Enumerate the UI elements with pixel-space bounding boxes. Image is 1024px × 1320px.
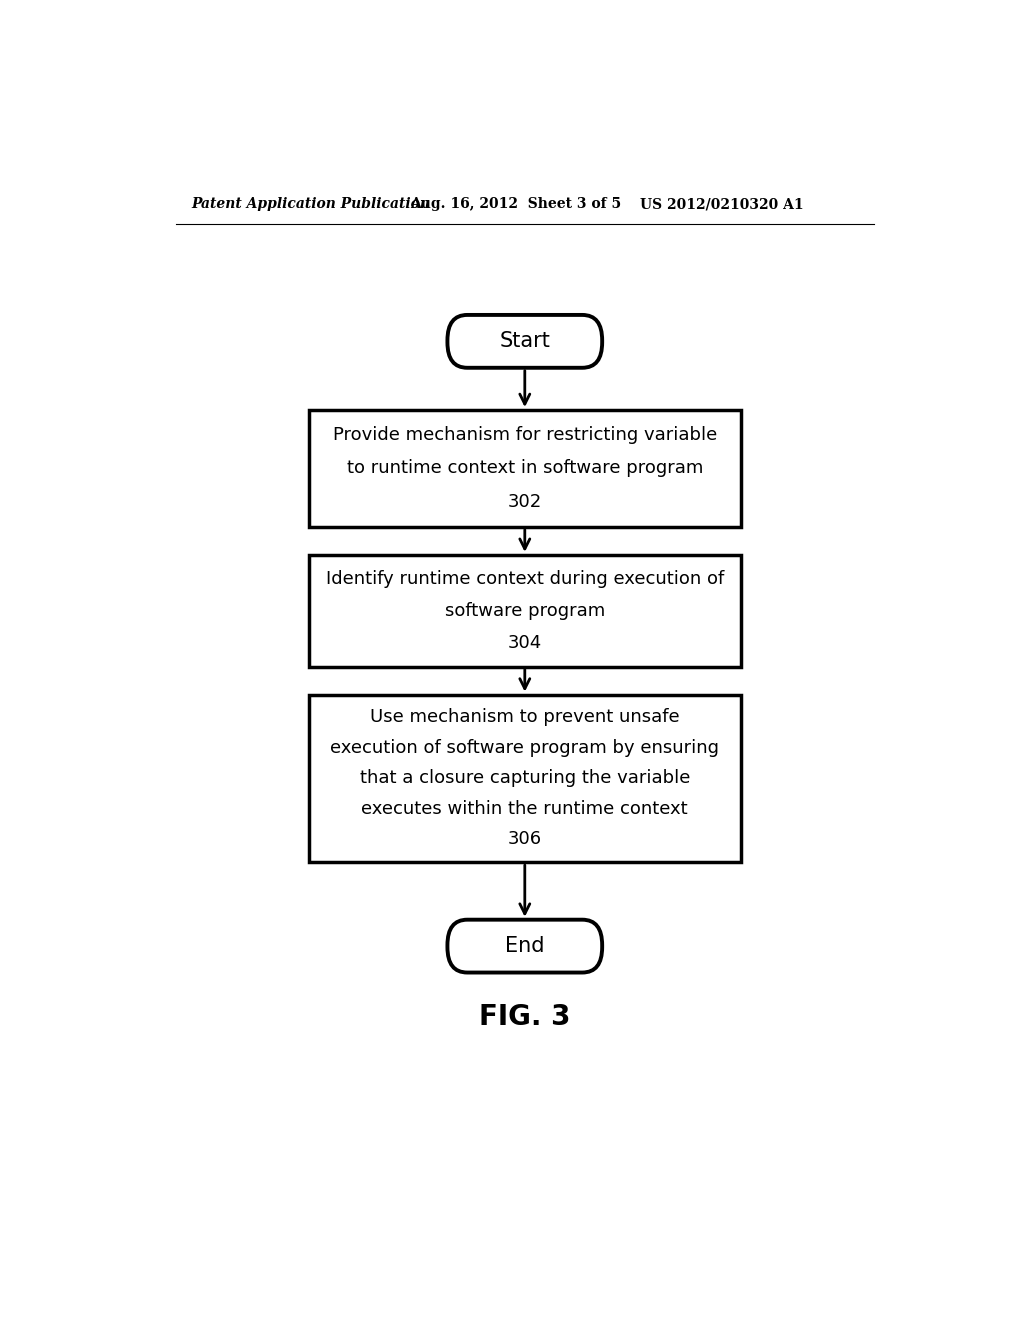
FancyBboxPatch shape xyxy=(308,694,741,862)
Text: execution of software program by ensuring: execution of software program by ensurin… xyxy=(331,739,719,756)
FancyBboxPatch shape xyxy=(308,411,741,527)
Text: Use mechanism to prevent unsafe: Use mechanism to prevent unsafe xyxy=(370,709,680,726)
Text: Provide mechanism for restricting variable: Provide mechanism for restricting variab… xyxy=(333,426,717,444)
Text: 302: 302 xyxy=(508,492,542,511)
Text: 304: 304 xyxy=(508,634,542,652)
Text: End: End xyxy=(505,936,545,956)
Text: software program: software program xyxy=(444,602,605,619)
FancyBboxPatch shape xyxy=(447,920,602,973)
Text: executes within the runtime context: executes within the runtime context xyxy=(361,800,688,818)
Text: Patent Application Publication: Patent Application Publication xyxy=(191,197,430,211)
Text: to runtime context in software program: to runtime context in software program xyxy=(346,459,703,478)
Text: Aug. 16, 2012  Sheet 3 of 5: Aug. 16, 2012 Sheet 3 of 5 xyxy=(410,197,621,211)
Text: US 2012/0210320 A1: US 2012/0210320 A1 xyxy=(640,197,804,211)
Text: 306: 306 xyxy=(508,830,542,849)
FancyBboxPatch shape xyxy=(308,554,741,667)
FancyBboxPatch shape xyxy=(447,315,602,368)
Text: that a closure capturing the variable: that a closure capturing the variable xyxy=(359,770,690,788)
Text: Start: Start xyxy=(500,331,550,351)
Text: Identify runtime context during execution of: Identify runtime context during executio… xyxy=(326,570,724,587)
Text: FIG. 3: FIG. 3 xyxy=(479,1003,570,1031)
